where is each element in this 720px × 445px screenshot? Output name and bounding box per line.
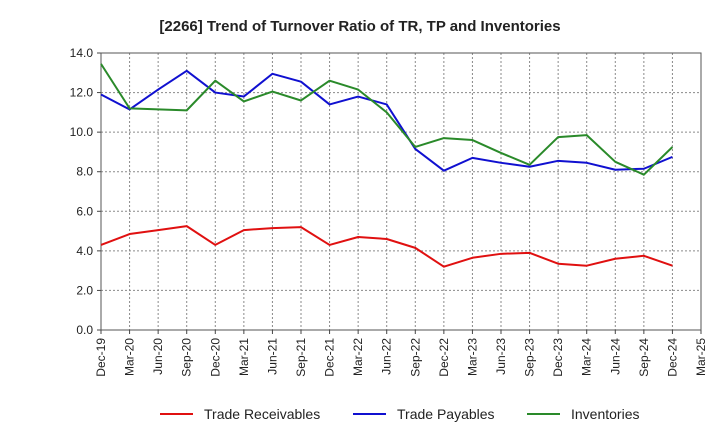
axis-layer: 0.0 2.0 4.0 6.0 8.0 10.0 12.0 14.0 Dec-19 Mar-20 J… <box>70 46 708 377</box>
x-tick-label: Jun-22 <box>380 338 394 375</box>
x-tick-label: Mar-20 <box>123 338 137 376</box>
trade-payables-line <box>100 69 673 172</box>
x-tick-label: Mar-22 <box>351 338 365 376</box>
x-tick-label: Dec-22 <box>437 338 451 377</box>
x-tick-label: Mar-25 <box>694 338 708 376</box>
y-tick-label: 12.0 <box>70 86 94 100</box>
x-tick-label: Jun-21 <box>265 338 279 375</box>
x-tick-label: Mar-24 <box>580 338 594 376</box>
y-tick-label: 4.0 <box>76 244 93 258</box>
x-tick-label: Sep-20 <box>180 338 194 377</box>
x-tick-label: Sep-22 <box>408 338 422 377</box>
chart-title: [2266] Trend of Turnover Ratio of TR, TP… <box>159 18 560 35</box>
trade-receivables-legend-label: Trade Receivables <box>204 406 320 422</box>
y-tick-label: 0.0 <box>76 323 93 337</box>
trade-receivables-line <box>100 225 673 268</box>
x-tick-label: Dec-24 <box>665 338 679 377</box>
x-tick-label: Mar-23 <box>465 338 479 376</box>
grid-layer <box>101 53 701 330</box>
y-tick-label: 8.0 <box>76 165 93 179</box>
legend: Trade Receivables Trade Payables Inventori… <box>160 406 639 422</box>
inventories-line <box>100 63 674 176</box>
inventories-legend-label: Inventories <box>571 406 639 422</box>
x-tick-label: Dec-20 <box>208 338 222 377</box>
x-tick-label: Sep-21 <box>294 338 308 377</box>
x-tick-label: Dec-21 <box>323 338 337 377</box>
x-tick-label: Jun-20 <box>151 338 165 375</box>
x-tick-label: Sep-23 <box>523 338 537 377</box>
plot-border <box>100 52 702 331</box>
x-tick-label: Jun-23 <box>494 338 508 375</box>
y-tick-label: 10.0 <box>70 125 94 139</box>
x-tick-label: Dec-23 <box>551 338 565 377</box>
x-tick-label: Sep-24 <box>637 338 651 377</box>
trade-payables-legend-label: Trade Payables <box>397 406 495 422</box>
x-tick-label: Dec-19 <box>94 338 108 377</box>
x-tick-label: Mar-21 <box>237 338 251 376</box>
y-tick-label: 6.0 <box>76 204 93 218</box>
y-tick-label: 2.0 <box>76 283 93 297</box>
x-tick-label: Jun-24 <box>608 338 622 375</box>
series-layer <box>100 63 674 268</box>
y-tick-label: 14.0 <box>70 46 94 60</box>
